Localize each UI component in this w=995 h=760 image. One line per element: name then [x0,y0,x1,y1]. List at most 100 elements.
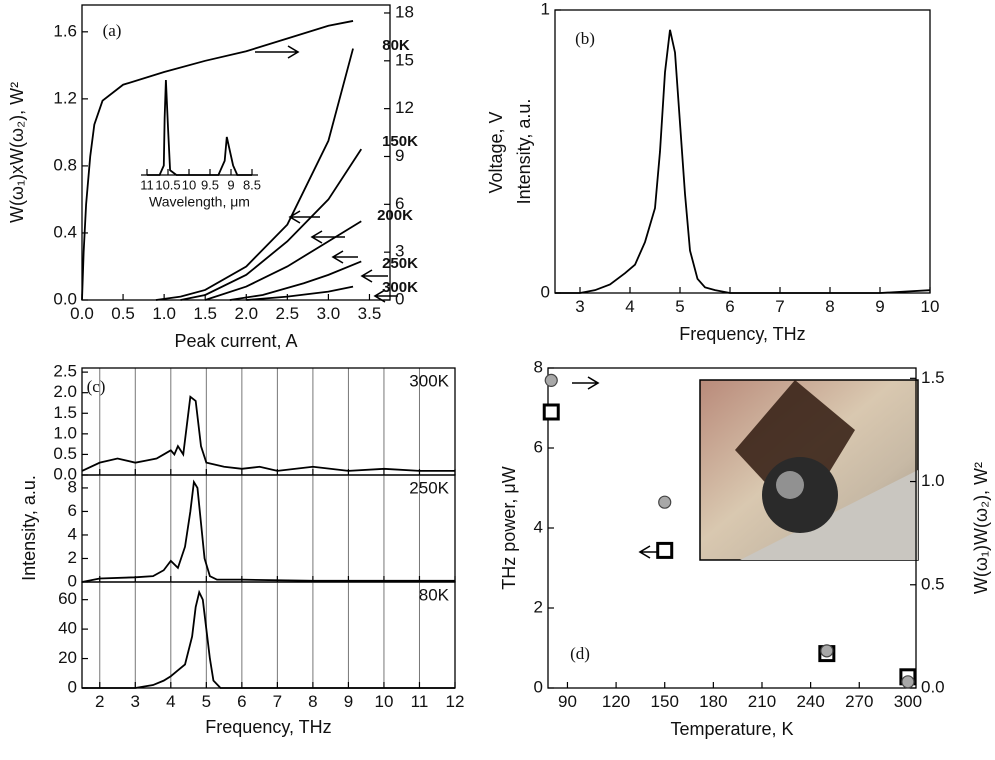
x-tick-label: 10 [374,692,393,711]
y2-tick-label: 18 [395,2,414,21]
x-tick-label: 5 [202,692,211,711]
data-line [229,260,362,301]
data-line [555,29,931,294]
x-tick-label: 5 [675,297,684,316]
x-axis-label: Wavelength, μm [149,194,250,210]
x-tick-label: 9 [875,297,884,316]
x-tick-label: 1.0 [152,304,176,323]
curve-label: 300K [382,279,418,296]
y-tick-label: 0.4 [53,222,77,241]
y-tick-label: 0.8 [53,155,77,174]
x-tick-label: 3 [575,297,584,316]
circle-marker [544,373,558,387]
y-tick-label: 0.5 [53,444,77,463]
arrows [255,45,668,559]
x-tick-label: 4 [166,692,175,711]
panel-title: 300K [409,371,449,390]
x-axis-label: Temperature, K [670,719,793,739]
data-line [180,148,363,301]
x-tick-label: 8 [825,297,834,316]
x-tick-label: 300 [894,692,922,711]
y-tick-label: 60 [58,589,77,608]
y-tick-label: 20 [58,648,77,667]
y-tick-label: 2.5 [53,362,77,381]
y2-tick-label: 0.5 [921,574,945,593]
x-tick-label: 12 [446,692,465,711]
data-line [82,589,455,689]
y-tick-label: 0 [68,571,77,590]
panel-label: (b) [575,29,595,48]
y-tick-label: 1 [541,0,550,18]
y2-tick-label: 9 [395,146,404,165]
curve-label: 150K [382,133,418,150]
y-tick-label: 6 [534,437,543,456]
x-tick-label: 11 [411,692,429,711]
plot-frame [81,581,456,689]
y-tick-label: 6 [68,501,77,520]
x-tick-label: 9 [344,692,353,711]
data-line [147,79,252,176]
x-tick-label: 3.5 [358,304,382,323]
curve-label: 250K [382,255,418,272]
circle-marker [820,644,834,658]
x-tick-label: 11 [140,177,154,192]
y-tick-label: 2 [68,548,77,567]
x-tick-label: 120 [602,692,630,711]
plot-frame [547,367,917,689]
x-axis-label: Frequency, THz [205,717,331,737]
curve-label: 80K [382,37,410,54]
y2-tick-label: 15 [395,50,414,69]
x-tick-label: 0.5 [111,304,135,323]
x-tick-label: 2.5 [276,304,300,323]
data-line [246,285,354,301]
x-tick-label: 7 [775,297,784,316]
x-tick-label: 90 [558,692,577,711]
x-tick-label: 4 [625,297,634,316]
y-axis-label: THz power, μW [499,466,519,589]
panel-label: (d) [570,644,590,663]
plot-frame [81,4,391,301]
circle-marker [658,495,672,509]
photo-inset [699,379,919,561]
x-tick-label: 3 [131,692,140,711]
x-tick-label: 10.5 [155,177,180,192]
y-tick-label: 1.5 [53,403,77,422]
y-tick-label: 2.0 [53,382,77,401]
y-tick-label: 0.0 [53,464,77,483]
y2-axis-label: Voltage, V [486,111,506,193]
x-tick-label: 8.5 [243,177,261,192]
y-tick-label: 0 [68,677,77,696]
data-line [81,20,354,301]
data-line [81,395,455,472]
y-tick-label: 2 [534,597,543,616]
x-tick-label: 6 [725,297,734,316]
plot-frame [81,367,456,476]
x-axis-label: Frequency, THz [679,324,805,344]
y-axis-label: Intensity, a.u. [19,475,39,581]
panel-title: 250K [409,478,449,497]
x-tick-label: 2.0 [234,304,258,323]
y-tick-label: 40 [58,619,77,638]
y2-tick-label: 12 [395,98,414,117]
x-tick-label: 240 [796,692,824,711]
y2-axis-label: W(ω₁)W(ω₂), W² [971,462,991,594]
square-marker [542,403,560,421]
y-tick-label: 1.6 [53,21,77,40]
circle-marker [901,675,915,689]
y2-tick-label: 6 [395,194,404,213]
y-tick-label: 0 [534,677,543,696]
panel-label: (a) [103,21,122,40]
y-tick-label: 4 [534,517,543,536]
x-tick-label: 9.5 [201,177,219,192]
y-tick-label: 1.2 [53,88,77,107]
y-tick-label: 1.0 [53,423,77,442]
y-tick-label: 0.0 [53,289,77,308]
plot-frame [554,9,931,294]
x-tick-label: 10 [182,177,196,192]
y-axis-label: Intensity, a.u. [514,99,534,205]
y2-tick-label: 1.5 [921,368,945,387]
x-tick-label: 3.0 [317,304,341,323]
x-tick-label: 1.5 [193,304,217,323]
y-tick-label: 8 [534,357,543,376]
